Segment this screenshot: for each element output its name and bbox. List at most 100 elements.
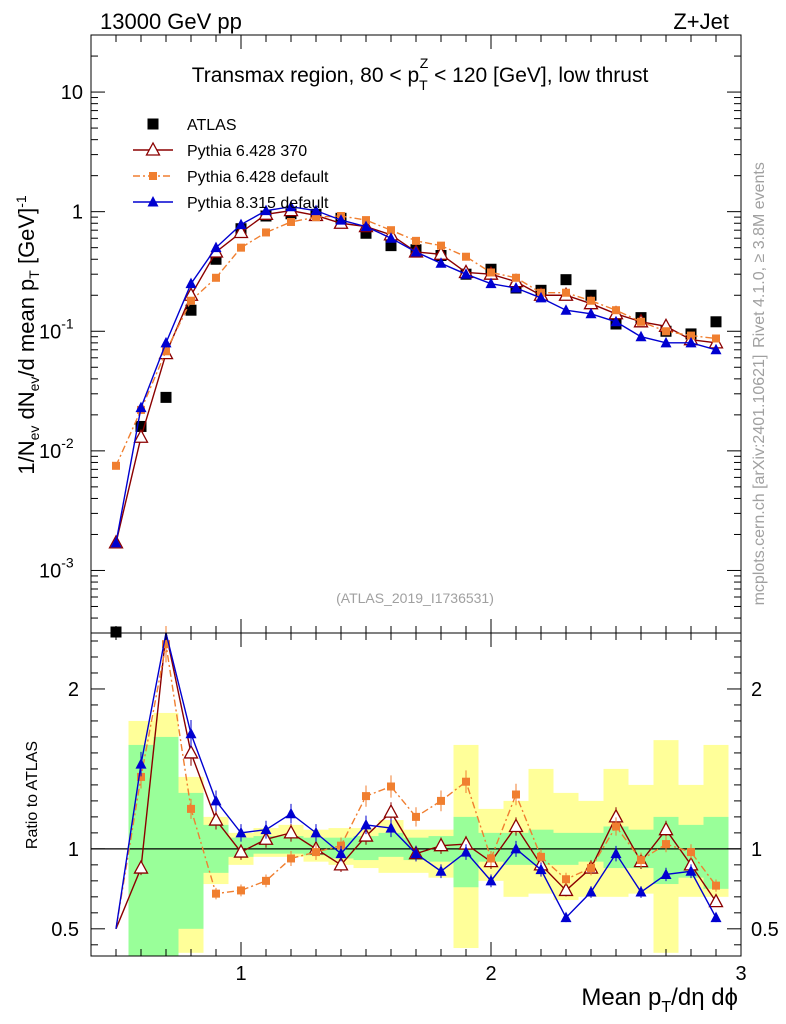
- ratio-point: [510, 842, 522, 854]
- data-point: [310, 204, 322, 216]
- data-point: [285, 200, 297, 212]
- ratio-ytick-label-right: 1: [751, 839, 762, 861]
- title-pre: Transmax region, 80 < p: [192, 64, 419, 87]
- ratio-point: [610, 847, 622, 859]
- legend-label: ATLAS: [187, 117, 237, 134]
- data-point: [287, 217, 295, 226]
- data-point: [412, 236, 420, 245]
- ratio-plot-marks: [115, 625, 724, 930]
- ratio-point: [310, 826, 322, 838]
- data-point: [637, 317, 645, 326]
- watermark: (ATLAS_2019_I1736531): [336, 590, 494, 606]
- data-point: [385, 232, 397, 243]
- ratio-point: [185, 727, 197, 739]
- ratio-point: [460, 846, 472, 857]
- data-point: [560, 304, 572, 315]
- ratio-point: [435, 865, 447, 876]
- data-point: [710, 316, 722, 328]
- legend-label: Pythia 6.428 default: [187, 169, 329, 186]
- ratio-point: [360, 818, 372, 830]
- data-point: [587, 296, 595, 305]
- ratio-point: [337, 841, 345, 850]
- main-title: Transmax region, 80 < pTZ < 120 [GeV], l…: [192, 55, 649, 93]
- data-point: [710, 343, 722, 355]
- data-point: [562, 288, 570, 297]
- ratio-point: [383, 803, 399, 818]
- legend-marker: [149, 172, 157, 180]
- data-point: [485, 277, 497, 289]
- ratio-point: [512, 790, 520, 799]
- data-point: [487, 268, 495, 277]
- ratio-point: [708, 893, 724, 908]
- ratio-point: [637, 856, 645, 865]
- data-point: [160, 391, 172, 403]
- ratio-xtick-label: 2: [485, 963, 496, 985]
- legend: ATLAS Pythia 6.428 370 Pythia 6.428 defaul…: [133, 117, 329, 212]
- ratio-point: [535, 863, 547, 875]
- data-point: [435, 257, 447, 268]
- data-point: [135, 401, 147, 413]
- data-point: [360, 227, 372, 239]
- ratio-point: [385, 822, 397, 833]
- mcplots-label: mcplots.cern.ch [arXiv:2401.10621]: [751, 355, 768, 606]
- data-point: [512, 273, 520, 282]
- data-point: [210, 241, 222, 253]
- ratio-point: [283, 824, 299, 839]
- ratio-point: [262, 876, 270, 885]
- ratio-point: [335, 847, 347, 859]
- main-plot-ticks: 10-3 10-2 10-1 1 10: [39, 34, 741, 634]
- ratio-point: [560, 911, 572, 923]
- title-sup: Z: [420, 55, 429, 71]
- data-point: [662, 327, 670, 336]
- ratio-point: [508, 818, 524, 833]
- ratio-ytick-label: 1: [68, 839, 79, 861]
- ratio-point: [412, 812, 420, 821]
- data-point: [110, 536, 122, 548]
- ratio-point: [235, 826, 247, 838]
- data-point: [185, 304, 197, 316]
- ratio-series-1: [115, 625, 720, 929]
- ratio-xtick-label: 1: [235, 963, 246, 985]
- data-point: [135, 420, 147, 432]
- data-point: [212, 273, 220, 282]
- data-point: [262, 228, 270, 237]
- ratio-point: [312, 848, 320, 857]
- data-point: [685, 336, 697, 348]
- data-point: [460, 268, 472, 279]
- ratio-point: [710, 911, 722, 923]
- legend-entry-0: ATLAS: [147, 117, 237, 134]
- data-point: [187, 296, 195, 305]
- ratio-point: [660, 868, 672, 879]
- ratio-point: [537, 852, 545, 861]
- ratio-point: [208, 811, 224, 826]
- data-point: [210, 253, 222, 265]
- ratio-point: [362, 792, 370, 801]
- ytick-label: 10: [61, 82, 83, 104]
- legend-entry-3: Pythia 8.315 default: [133, 195, 329, 212]
- data-point: [635, 330, 647, 342]
- data-point: [235, 218, 247, 230]
- data-point: [360, 220, 372, 232]
- legend-label: Pythia 6.428 370: [187, 143, 307, 160]
- legend-label: Pythia 8.315 default: [187, 195, 329, 212]
- ratio-point: [712, 881, 720, 890]
- ratio-point: [210, 794, 222, 806]
- data-point: [112, 461, 120, 470]
- ratio-point: [487, 854, 495, 863]
- header-right: Z+Jet: [673, 9, 729, 34]
- data-point: [585, 307, 597, 319]
- data-point: [335, 214, 347, 225]
- ytick-label: 10-1: [39, 315, 74, 343]
- ratio-point: [387, 782, 395, 791]
- data-point: [687, 331, 695, 340]
- ratio-ytick-label-right: 0.5: [751, 919, 779, 941]
- data-point: [410, 245, 422, 257]
- ratio-point: [260, 823, 272, 835]
- header-left: 13000 GeV pp: [100, 9, 242, 34]
- data-point: [237, 243, 245, 252]
- ratio-point: [585, 886, 597, 897]
- green-band: [578, 832, 604, 862]
- green-band: [703, 816, 729, 889]
- ratio-point: [237, 886, 245, 895]
